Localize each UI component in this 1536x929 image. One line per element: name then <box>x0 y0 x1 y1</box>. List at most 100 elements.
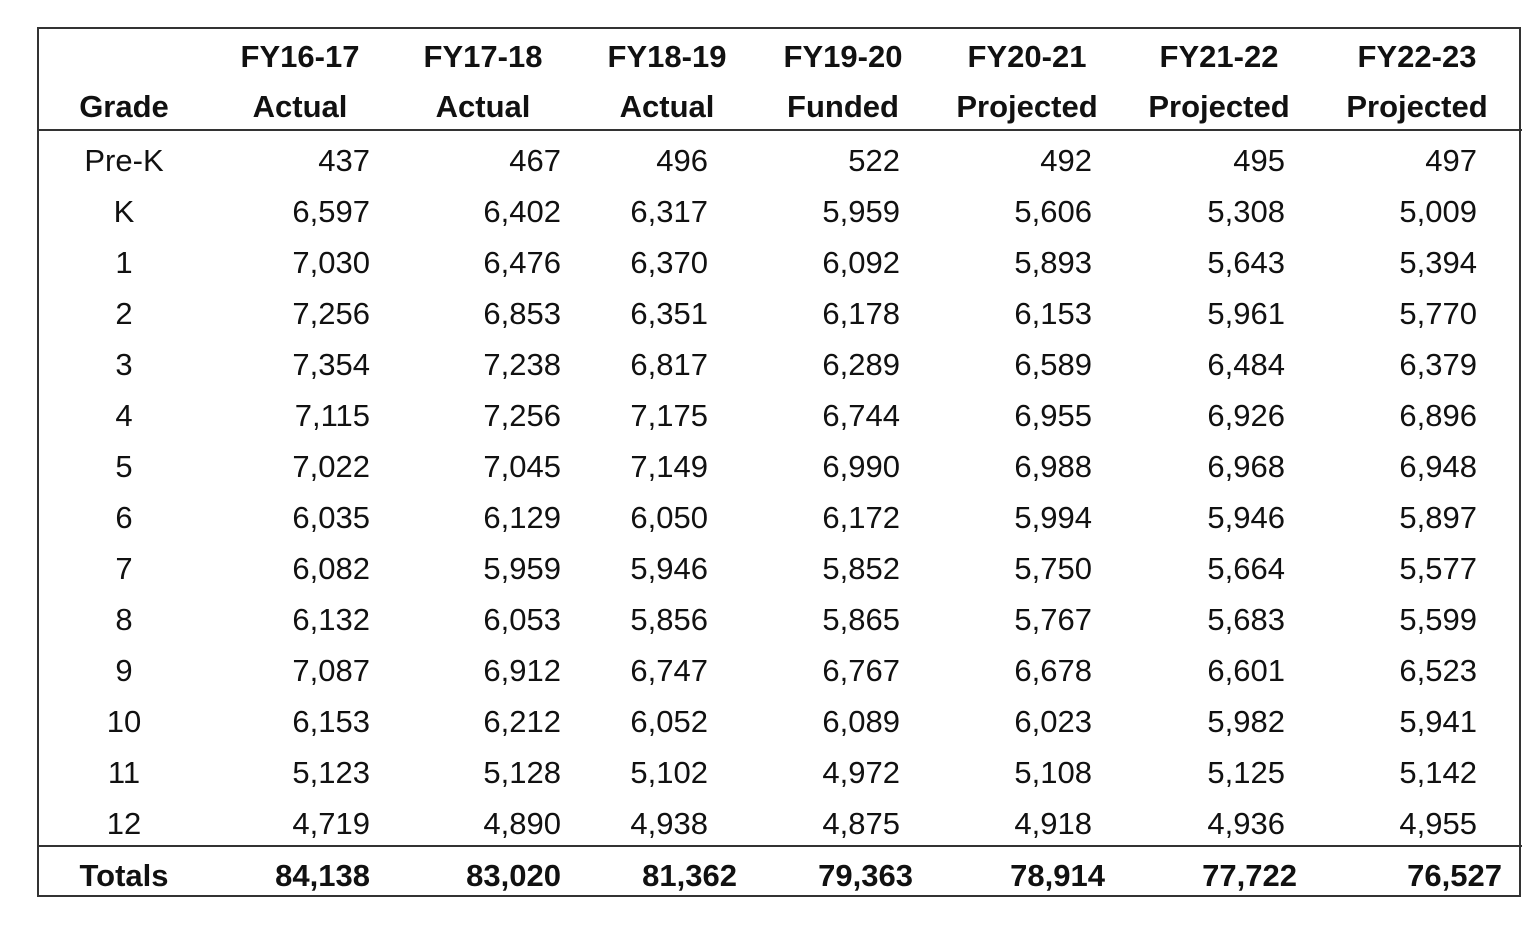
column-header-year: FY22-23 <box>1357 39 1477 74</box>
total-cell: 78,914 <box>1010 858 1105 893</box>
table-cell: 522 <box>848 143 900 178</box>
table-cell: 6,896 <box>1399 398 1477 433</box>
table-cell: 6,052 <box>630 704 708 739</box>
table-cell: 6,767 <box>822 653 900 688</box>
column-header-year: FY21-22 <box>1159 39 1279 74</box>
table-cell: 5,308 <box>1207 194 1285 229</box>
table-cell: 492 <box>1040 143 1092 178</box>
grade-label: 1 <box>115 245 133 280</box>
table-cell: 6,948 <box>1399 449 1477 484</box>
table-cell: 5,852 <box>822 551 900 586</box>
table-cell: 5,946 <box>630 551 708 586</box>
table-cell: 6,968 <box>1207 449 1285 484</box>
grade-label: 2 <box>115 296 133 331</box>
header-divider <box>37 129 1522 131</box>
total-cell: 77,722 <box>1202 858 1297 893</box>
table-cell: 5,856 <box>630 602 708 637</box>
table-cell: 496 <box>656 143 708 178</box>
column-header-year: FY18-19 <box>607 39 727 74</box>
table-cell: 5,664 <box>1207 551 1285 586</box>
table-cell: 6,129 <box>483 500 561 535</box>
table-cell: 6,747 <box>630 653 708 688</box>
table-cell: 6,926 <box>1207 398 1285 433</box>
table-cell: 6,351 <box>630 296 708 331</box>
table-cell: 5,394 <box>1399 245 1477 280</box>
table-cell: 495 <box>1233 143 1285 178</box>
column-header-year: FY20-21 <box>967 39 1087 74</box>
grade-label: K <box>113 194 135 229</box>
column-header-label: Funded <box>787 89 899 124</box>
table-cell: 5,770 <box>1399 296 1477 331</box>
table-cell: 7,256 <box>483 398 561 433</box>
column-header-label: Projected <box>1346 89 1488 124</box>
table-cell: 6,153 <box>292 704 370 739</box>
grade-label: 6 <box>115 500 133 535</box>
table-cell: 6,212 <box>483 704 561 739</box>
table-cell: 7,022 <box>292 449 370 484</box>
table-cell: 6,089 <box>822 704 900 739</box>
table-cell: 467 <box>509 143 561 178</box>
table-cell: 7,149 <box>630 449 708 484</box>
table-cell: 6,153 <box>1014 296 1092 331</box>
table-cell: 5,893 <box>1014 245 1092 280</box>
table-cell: 5,994 <box>1014 500 1092 535</box>
table-cell: 5,683 <box>1207 602 1285 637</box>
table-cell: 6,853 <box>483 296 561 331</box>
table-cell: 437 <box>318 143 370 178</box>
table-cell: 4,955 <box>1399 806 1477 841</box>
table-cell: 6,817 <box>630 347 708 382</box>
table-cell: 5,606 <box>1014 194 1092 229</box>
table-cell: 5,982 <box>1207 704 1285 739</box>
table-cell: 6,092 <box>822 245 900 280</box>
table-cell: 5,961 <box>1207 296 1285 331</box>
total-cell: 76,527 <box>1407 858 1502 893</box>
grade-label: 5 <box>115 449 133 484</box>
table-cell: 6,050 <box>630 500 708 535</box>
table-cell: 5,123 <box>292 755 370 790</box>
table-cell: 6,589 <box>1014 347 1092 382</box>
table-cell: 4,918 <box>1014 806 1092 841</box>
table-cell: 6,955 <box>1014 398 1092 433</box>
table-cell: 5,108 <box>1014 755 1092 790</box>
column-header-label: Actual <box>435 89 531 124</box>
table-cell: 5,643 <box>1207 245 1285 280</box>
grade-label: 3 <box>115 347 133 382</box>
column-header-label: Projected <box>1148 89 1290 124</box>
table-cell: 497 <box>1425 143 1477 178</box>
table-cell: 6,678 <box>1014 653 1092 688</box>
grade-label: 11 <box>107 755 141 790</box>
table-cell: 6,988 <box>1014 449 1092 484</box>
column-header-label: Actual <box>252 89 348 124</box>
total-cell: 81,362 <box>642 858 737 893</box>
table-cell: 5,142 <box>1399 755 1477 790</box>
column-header-year: FY19-20 <box>783 39 903 74</box>
table-cell: 6,317 <box>630 194 708 229</box>
column-header-label: Grade <box>79 89 169 124</box>
table-cell: 5,865 <box>822 602 900 637</box>
table-cell: 6,132 <box>292 602 370 637</box>
total-cell: 83,020 <box>466 858 561 893</box>
table-cell: 6,912 <box>483 653 561 688</box>
table-cell: 5,750 <box>1014 551 1092 586</box>
table-cell: 7,256 <box>292 296 370 331</box>
table-cell: 5,959 <box>483 551 561 586</box>
table-cell: 4,719 <box>292 806 370 841</box>
table-cell: 6,379 <box>1399 347 1477 382</box>
grade-label: 10 <box>106 704 142 739</box>
table-cell: 4,938 <box>630 806 708 841</box>
table-cell: 6,172 <box>822 500 900 535</box>
table-cell: 5,009 <box>1399 194 1477 229</box>
table-cell: 6,597 <box>292 194 370 229</box>
grade-label: 9 <box>115 653 133 688</box>
totals-label: Totals <box>79 858 169 893</box>
table-cell: 4,972 <box>822 755 900 790</box>
table-cell: 6,990 <box>822 449 900 484</box>
table-cell: 6,601 <box>1207 653 1285 688</box>
table-cell: 6,178 <box>822 296 900 331</box>
table-cell: 5,102 <box>630 755 708 790</box>
table-cell: 5,128 <box>483 755 561 790</box>
table-cell: 6,523 <box>1399 653 1477 688</box>
table-cell: 7,030 <box>292 245 370 280</box>
column-header-label: Actual <box>619 89 715 124</box>
table-cell: 5,941 <box>1399 704 1477 739</box>
